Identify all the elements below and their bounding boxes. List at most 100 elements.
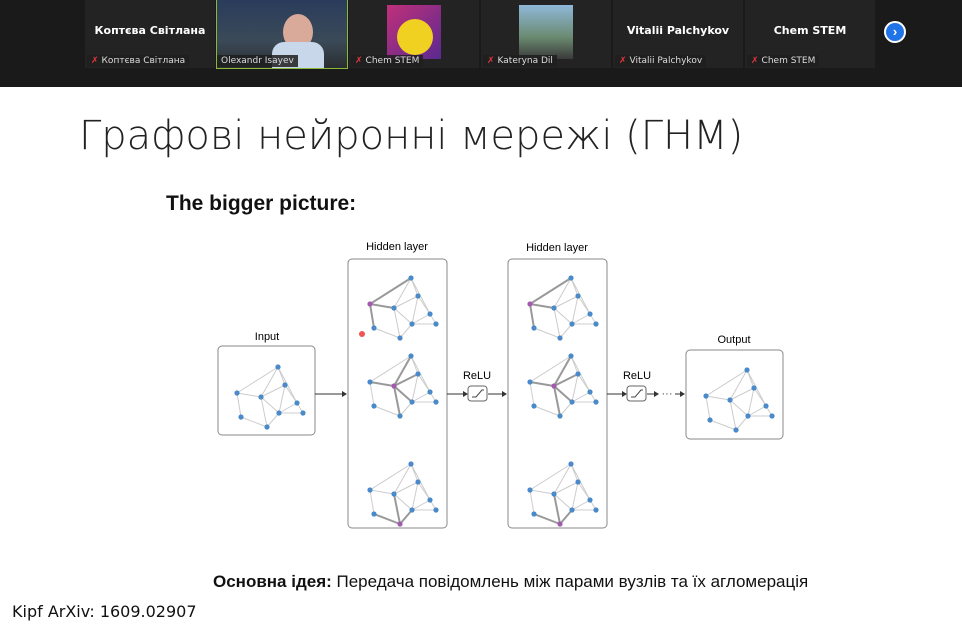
graph-edge: [410, 277, 419, 297]
graph-edge: [393, 277, 412, 309]
participant-tile[interactable]: Olexandr Isayev: [216, 0, 348, 69]
graph-node: [294, 400, 300, 406]
graph-edge: [571, 481, 579, 511]
graph-node: [587, 389, 593, 395]
participant-name: Chem STEM: [773, 24, 847, 37]
graph-node: [551, 383, 557, 389]
graph-node: [568, 353, 574, 359]
graph-edge: [410, 463, 419, 483]
graph-node: [408, 461, 414, 467]
graph-edge: [729, 387, 755, 401]
mic-muted-icon: ✗: [355, 56, 363, 66]
chevron-right-icon[interactable]: ›: [884, 21, 906, 43]
graph-node: [551, 305, 557, 311]
graph-edge: [577, 481, 591, 501]
graph-edge: [553, 385, 561, 417]
idea-text: Передача повідомлень між парами вузлів т…: [331, 572, 809, 591]
ellipsis-2: ...: [552, 429, 560, 440]
graph-edge: [411, 295, 419, 325]
graph-node: [415, 293, 421, 299]
graph-edge: [553, 295, 579, 309]
graph-node: [371, 325, 377, 331]
graph-node: [557, 521, 563, 527]
participant-tile[interactable]: Коптєва Світлана ✗ Коптєва Світлана: [85, 0, 215, 68]
name-label: ✗ Vitalii Palchykov: [615, 55, 707, 67]
graph-node: [391, 491, 397, 497]
graph-node: [367, 301, 373, 307]
hidden-layer-box: [507, 258, 608, 529]
graph-edge: [429, 313, 437, 325]
graph-edge: [553, 481, 579, 495]
input-box: [217, 345, 316, 436]
graph-node: [569, 321, 575, 327]
label-text: Chem STEM: [761, 56, 816, 66]
graph-node: [433, 321, 439, 327]
graph-edge: [411, 391, 431, 403]
graph-node: [276, 410, 282, 416]
graph-edge: [278, 384, 286, 414]
graph-node: [397, 335, 403, 341]
video-strip: Коптєва Світлана ✗ Коптєва Світлана Olexa…: [0, 0, 962, 87]
graph-edge: [373, 513, 401, 525]
graph-edge: [393, 463, 412, 495]
participant-tile[interactable]: ✗ Kateryna Dil: [481, 0, 611, 68]
arrowhead: [502, 391, 507, 397]
graph-edge: [571, 373, 579, 403]
graph-node: [282, 382, 288, 388]
graph-node: [409, 321, 415, 327]
graph-node: [531, 511, 537, 517]
participant-name: Коптєва Світлана: [94, 24, 206, 37]
graph-edge: [571, 313, 591, 325]
participant-tile[interactable]: Chem STEM ✗ Chem STEM: [745, 0, 875, 68]
participant-tile[interactable]: Vitalii Palchykov ✗ Vitalii Palchykov: [613, 0, 743, 68]
graph-edge: [369, 277, 412, 305]
participant-name: Vitalii Palchykov: [626, 24, 730, 37]
graph-edge: [236, 366, 279, 394]
graph-edge: [533, 327, 561, 339]
graph-node: [575, 371, 581, 377]
graph-edge: [553, 493, 561, 525]
graph-edge: [570, 277, 591, 315]
graph-edge: [260, 384, 286, 398]
graph-node: [433, 507, 439, 513]
graph-edge: [393, 307, 413, 325]
arrowhead: [463, 391, 468, 397]
graph-edge: [529, 463, 572, 491]
graph-edge: [529, 489, 555, 495]
graph-node: [744, 367, 750, 373]
name-label: ✗ Kateryna Dil: [483, 55, 557, 67]
label-text: Vitalii Palchykov: [629, 56, 703, 66]
graph-edge: [553, 307, 561, 339]
graph-node: [527, 379, 533, 385]
graph-edge: [236, 392, 242, 418]
graph-edge: [429, 499, 437, 511]
graph-node: [415, 371, 421, 377]
graph-edge: [369, 381, 375, 407]
arrowhead: [342, 391, 347, 397]
graph-edge: [570, 355, 591, 393]
graph-node: [258, 394, 264, 400]
graph-edge: [553, 355, 572, 387]
video-feed: [519, 5, 573, 59]
input-label: Input: [255, 331, 279, 343]
graph-node: [367, 379, 373, 385]
graph-edge: [410, 355, 431, 393]
graph-edge: [417, 481, 431, 501]
graph-edge: [529, 489, 535, 515]
laser-pointer: [359, 331, 365, 337]
graph-edge: [589, 391, 597, 403]
name-label: ✗ Chem STEM: [351, 55, 424, 67]
graph-node: [569, 399, 575, 405]
graph-edge: [393, 307, 401, 339]
idea-label: Основна ідея:: [213, 572, 332, 591]
arrowhead: [622, 391, 627, 397]
graph-node: [745, 413, 751, 419]
participant-tile[interactable]: ✗ Chem STEM: [349, 0, 479, 68]
graph-node: [397, 413, 403, 419]
graph-edge: [529, 381, 555, 387]
graph-edge: [553, 493, 573, 511]
slide-subtitle: The bigger picture:: [166, 192, 357, 215]
graph-edge: [529, 303, 535, 329]
graph-edge: [277, 366, 298, 404]
graph-edge: [709, 419, 737, 431]
